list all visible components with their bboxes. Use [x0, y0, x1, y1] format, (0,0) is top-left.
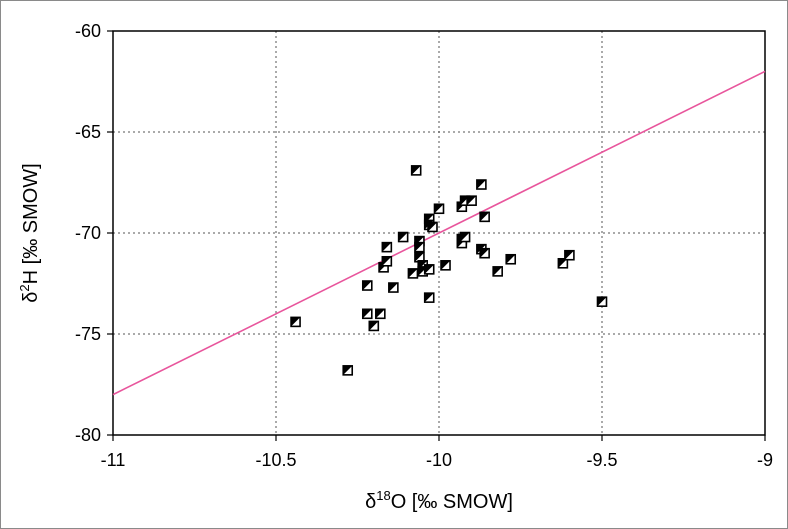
data-point: [479, 211, 490, 223]
data-points: [290, 165, 608, 376]
data-point: [505, 253, 517, 265]
x-tick-label: -10.5: [255, 450, 296, 470]
data-point: [381, 255, 393, 267]
data-point: [440, 260, 451, 271]
x-tick-label: -9: [757, 450, 773, 470]
data-point: [407, 268, 419, 279]
data-point: [290, 316, 301, 328]
axis-ticks: -11 -10.5 -10 -9.5 -9 -80 -75 -70 -65 -60: [75, 21, 773, 470]
x-tick-label: -9.5: [586, 450, 617, 470]
data-point: [459, 231, 471, 243]
data-point: [361, 280, 373, 291]
data-point: [397, 231, 409, 243]
y-tick-label: -60: [75, 21, 101, 41]
data-point: [410, 165, 422, 176]
data-point: [342, 365, 354, 376]
x-tick-label: -11: [101, 450, 126, 470]
data-point: [596, 296, 608, 307]
data-point: [368, 320, 380, 332]
regression-line: [112, 70, 766, 396]
data-point: [388, 282, 399, 293]
data-point: [361, 308, 373, 320]
data-point: [381, 241, 393, 253]
y-axis-title: δ2H [‰ SMOW]: [17, 163, 42, 302]
data-point: [557, 257, 569, 269]
data-point: [414, 241, 425, 253]
x-axis-title: δ18O [‰ SMOW]: [365, 488, 513, 513]
y-tick-label: -80: [75, 425, 101, 445]
data-point: [479, 247, 490, 259]
y-tick-label: -65: [75, 122, 101, 142]
data-point: [476, 179, 487, 190]
data-point: [433, 203, 445, 215]
data-point: [427, 221, 438, 233]
data-point: [423, 264, 435, 275]
data-point: [375, 308, 386, 320]
data-point: [492, 266, 503, 277]
data-point: [423, 292, 435, 303]
y-tick-label: -70: [75, 223, 101, 243]
x-tick-label: -10: [426, 450, 452, 470]
y-tick-label: -75: [75, 324, 101, 344]
data-point: [564, 249, 575, 261]
data-point: [466, 195, 477, 206]
